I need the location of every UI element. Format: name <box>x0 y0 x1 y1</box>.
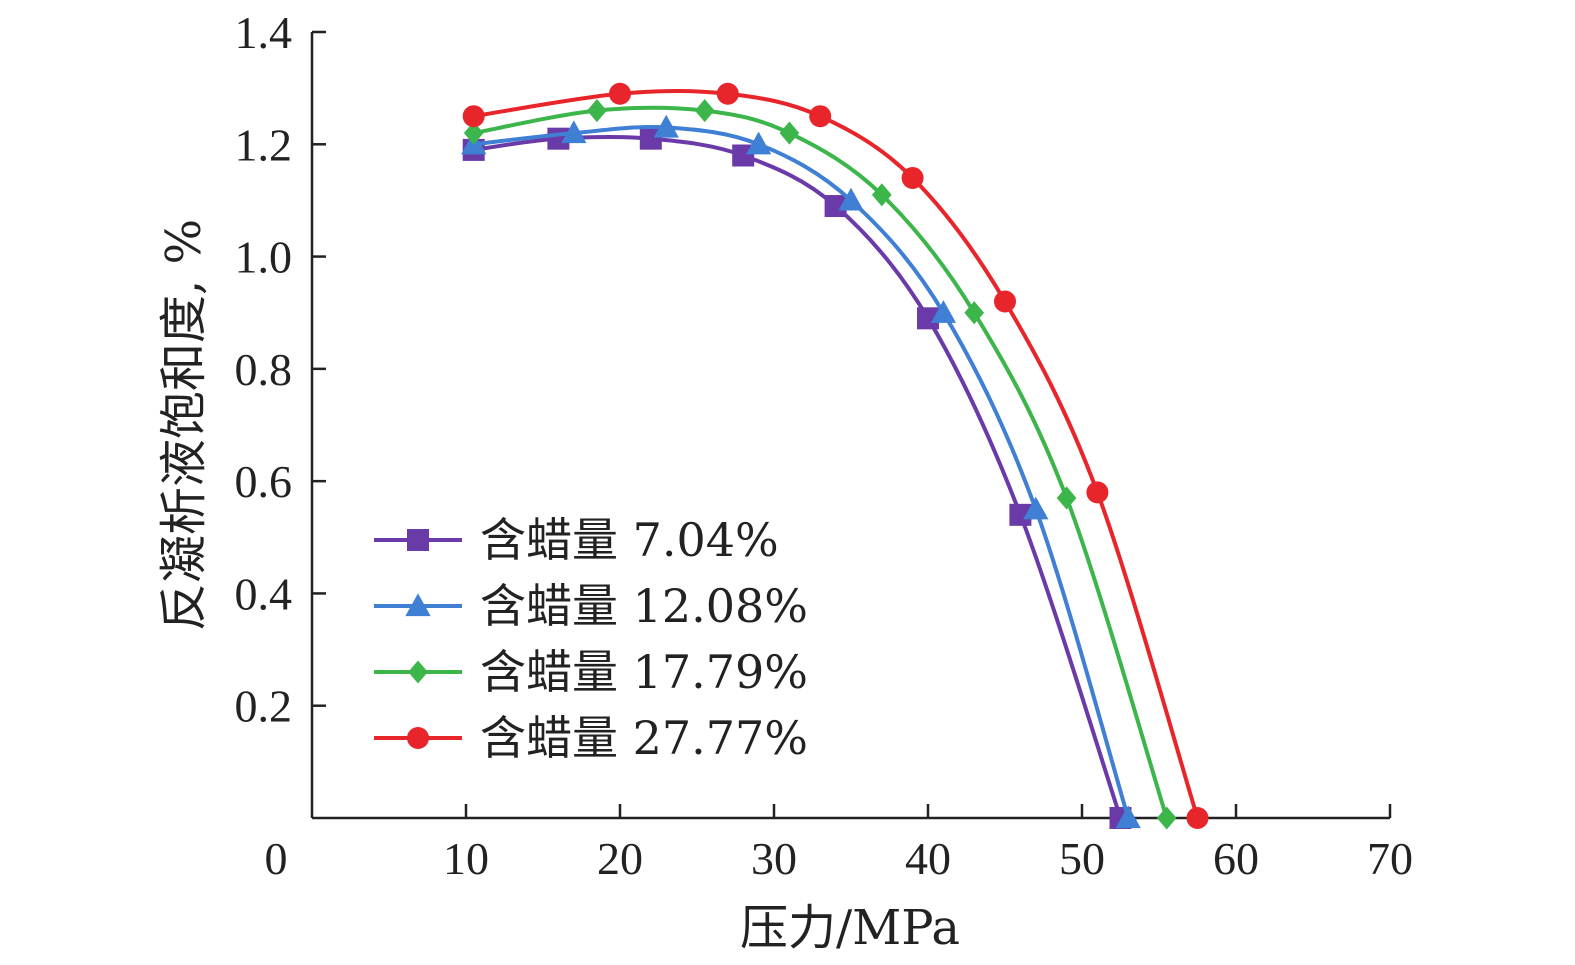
legend-label-2: 含蜡量 17.79% <box>480 645 808 699</box>
y-tick-label-2: 0.6 <box>235 456 293 507</box>
series-3-point-3 <box>809 105 832 128</box>
series-1-point-5 <box>930 300 957 323</box>
x-tick-label-6: 60 <box>1213 833 1259 884</box>
series-2-point-3 <box>779 121 800 145</box>
x-tick-label-0: 0 <box>265 833 288 884</box>
series-2-point-5 <box>964 301 985 325</box>
legend-label-1: 含蜡量 12.08% <box>480 579 808 633</box>
series-1-point-2 <box>653 114 679 138</box>
y-tick-label-6: 1.4 <box>235 7 293 58</box>
series-2 <box>463 99 1177 830</box>
series-2-point-2 <box>694 99 715 123</box>
y-tick-label-1: 0.4 <box>235 568 293 619</box>
series-2-point-0 <box>463 121 484 145</box>
series-1-point-4 <box>838 187 864 211</box>
series-0-point-4 <box>824 195 847 218</box>
series-1-point-6 <box>1023 496 1049 520</box>
series-1-point-7 <box>1115 805 1141 829</box>
series-layer <box>461 82 1209 830</box>
legend-marker-2 <box>408 660 428 684</box>
series-3-point-5 <box>994 290 1016 313</box>
series-1 <box>461 114 1141 829</box>
series-1-point-1 <box>561 120 587 144</box>
legend-label-3: 含蜡量 27.77% <box>480 711 808 765</box>
series-3-point-6 <box>1086 481 1109 504</box>
series-2-point-1 <box>587 99 607 123</box>
axes: 0 10 20 30 40 50 60 70 0.2 0.4 0.6 0.8 1.0 1.2 1.4 <box>235 7 1414 884</box>
x-tick-label-5: 50 <box>1059 833 1105 884</box>
series-0-point-6 <box>1009 503 1032 526</box>
x-tick-label-3: 30 <box>751 833 797 884</box>
series-0-point-5 <box>917 307 939 330</box>
series-2-point-7 <box>1156 806 1177 830</box>
y-axis-title: 反凝析液饱和度, % <box>156 219 212 631</box>
y-tick-label-3: 0.8 <box>235 344 293 395</box>
legend-marker-3 <box>407 727 429 749</box>
y-tick-label-4: 1.0 <box>235 232 293 283</box>
x-tick-label-2: 20 <box>597 833 643 884</box>
series-3-point-1 <box>609 82 631 105</box>
legend-label-0: 含蜡量 7.04% <box>480 513 779 567</box>
series-1-point-3 <box>745 131 772 155</box>
legend-marker-1 <box>405 593 431 617</box>
y-tick-label-5: 1.2 <box>235 119 293 170</box>
series-2-point-6 <box>1056 486 1077 510</box>
y-tick-label-0: 0.2 <box>235 681 293 732</box>
x-tick-label-4: 40 <box>905 833 951 884</box>
series-3-point-4 <box>901 166 924 189</box>
series-3-point-0 <box>462 105 485 128</box>
legend: 含蜡量 7.04% 含蜡量 12.08% 含蜡量 17.79% 含蜡量 27.77% <box>374 513 808 765</box>
x-tick-label-1: 10 <box>443 833 489 884</box>
series-3-point-7 <box>1186 807 1209 829</box>
series-3-point-2 <box>716 82 739 105</box>
series-3 <box>462 82 1209 829</box>
x-axis-title: 压力/MPa <box>740 900 960 956</box>
legend-marker-0 <box>407 529 429 551</box>
x-tick-label-7: 70 <box>1367 833 1413 884</box>
series-2-point-4 <box>871 183 892 207</box>
